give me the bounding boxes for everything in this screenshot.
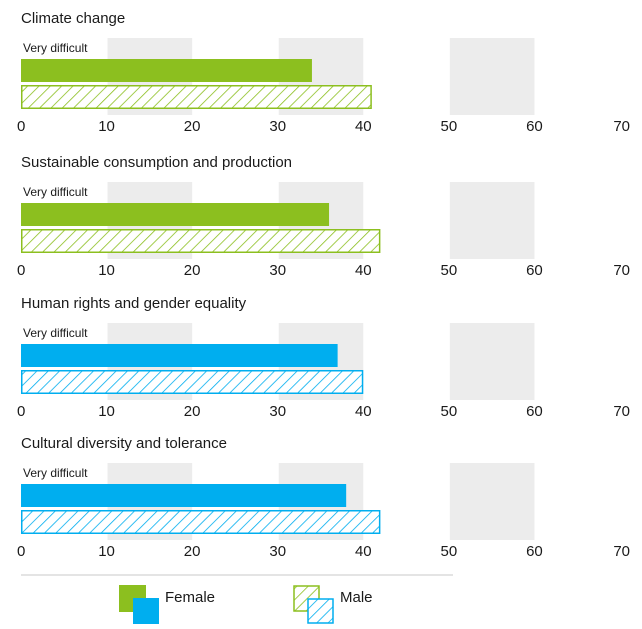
chart-title: Cultural diversity and tolerance bbox=[21, 435, 227, 452]
legend-swatch-male-blue bbox=[307, 598, 334, 624]
grid-band bbox=[449, 38, 535, 115]
chart-panel-2: Sustainable consumption and production Ve… bbox=[17, 154, 630, 279]
tick-label: 50 bbox=[441, 403, 458, 420]
legend-female-label: Female bbox=[165, 589, 215, 606]
tick-label: 20 bbox=[184, 543, 201, 560]
chart-panel-3: Human rights and gender equality Very dif… bbox=[17, 295, 630, 420]
tick-label: 10 bbox=[98, 262, 115, 279]
tick-label: 60 bbox=[526, 403, 543, 420]
chart-title: Sustainable consumption and production bbox=[21, 154, 292, 171]
tick-label: 30 bbox=[269, 403, 286, 420]
tick-label: 40 bbox=[355, 543, 372, 560]
bar-male bbox=[21, 370, 364, 394]
category-label: Very difficult bbox=[23, 41, 88, 55]
tick-label: 70 bbox=[613, 543, 630, 560]
tick-label: 30 bbox=[269, 262, 286, 279]
chart-panel-4: Cultural diversity and tolerance Very dif… bbox=[17, 435, 630, 560]
grid-band bbox=[449, 182, 535, 259]
tick-label: 50 bbox=[441, 543, 458, 560]
tick-label: 40 bbox=[355, 118, 372, 135]
legend-male-label: Male bbox=[340, 589, 373, 606]
bar-male bbox=[21, 85, 372, 109]
tick-label: 0 bbox=[17, 118, 25, 135]
tick-label: 70 bbox=[613, 262, 630, 279]
tick-label: 30 bbox=[269, 543, 286, 560]
bar-female bbox=[21, 59, 312, 82]
tick-label: 20 bbox=[184, 262, 201, 279]
grid-band bbox=[449, 323, 535, 400]
category-label: Very difficult bbox=[23, 326, 88, 340]
legend-swatch-female-blue bbox=[133, 598, 159, 624]
grid-band bbox=[449, 463, 535, 540]
chart-title: Climate change bbox=[21, 10, 125, 27]
tick-label: 40 bbox=[355, 403, 372, 420]
legend: Female Male bbox=[119, 585, 373, 624]
bar-female bbox=[21, 344, 338, 367]
tick-label: 20 bbox=[184, 403, 201, 420]
tick-label: 0 bbox=[17, 403, 25, 420]
chart-title: Human rights and gender equality bbox=[21, 295, 247, 312]
tick-label: 40 bbox=[355, 262, 372, 279]
tick-label: 70 bbox=[613, 403, 630, 420]
tick-label: 50 bbox=[441, 118, 458, 135]
category-label: Very difficult bbox=[23, 185, 88, 199]
tick-label: 60 bbox=[526, 118, 543, 135]
tick-label: 70 bbox=[613, 118, 630, 135]
tick-label: 0 bbox=[17, 262, 25, 279]
bar-female bbox=[21, 203, 330, 226]
bar-male bbox=[21, 510, 381, 534]
chart-panel-1: Climate change Very difficult 0 10 20 30 40 50 6… bbox=[17, 10, 630, 135]
tick-label: 60 bbox=[526, 262, 543, 279]
bar-male bbox=[21, 229, 381, 253]
tick-label: 10 bbox=[98, 118, 115, 135]
category-label: Very difficult bbox=[23, 466, 88, 480]
bar-female bbox=[21, 484, 347, 507]
tick-label: 0 bbox=[17, 543, 25, 560]
tick-label: 30 bbox=[269, 118, 286, 135]
tick-label: 50 bbox=[441, 262, 458, 279]
tick-label: 60 bbox=[526, 543, 543, 560]
tick-label: 20 bbox=[184, 118, 201, 135]
tick-label: 10 bbox=[98, 403, 115, 420]
tick-label: 10 bbox=[98, 543, 115, 560]
